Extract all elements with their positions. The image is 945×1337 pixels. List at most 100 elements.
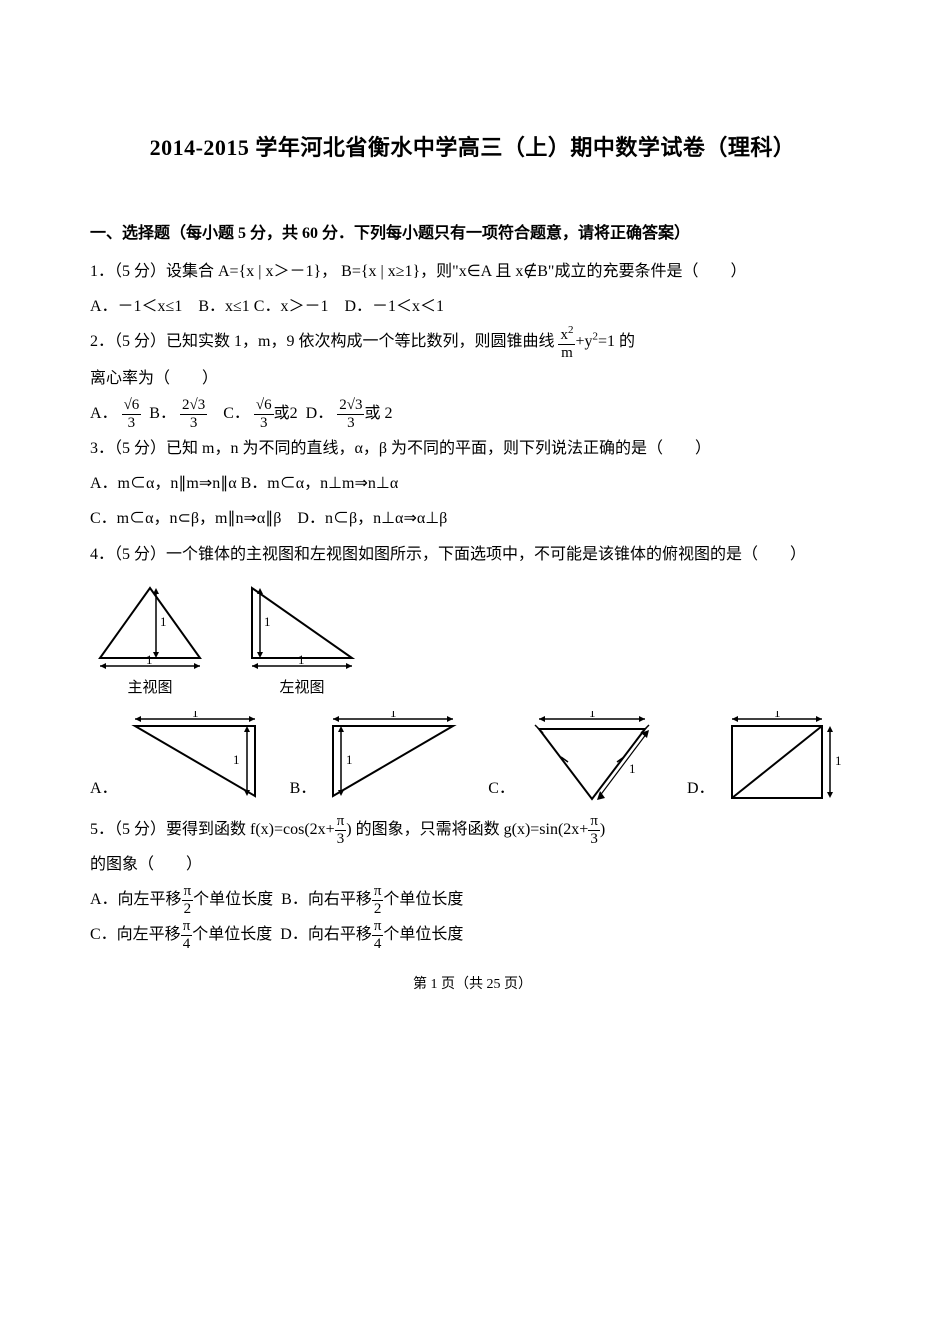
- question-4: 4．（5 分）一个锥体的主视图和左视图如图所示，下面选项中，不可能是该锥体的俯视…: [90, 537, 855, 806]
- q4-B-label: B．: [290, 771, 317, 806]
- q2-options: A． √6 3 B． 2√3 3 C． √6 3 或2 D． 2√3 3 或 2: [90, 396, 855, 431]
- page-title: 2014-2015 学年河北省衡水中学高三（上）期中数学试卷（理科）: [90, 130, 855, 162]
- frac-num: π: [588, 814, 600, 831]
- main-view: 1 1 主视图: [90, 578, 210, 705]
- q2-A: A．: [90, 405, 118, 422]
- question-3: 3．（5 分）已知 m，n 为不同的直线，α，β 为不同的平面，则下列说法正确的…: [90, 431, 855, 537]
- q5-stem: 5．（5 分）要得到函数 f(x)=cos(2x+π3) 的图象，只需将函数 g…: [90, 812, 855, 847]
- q5-stem-b: ) 的图象，只需将函数: [346, 821, 503, 838]
- frac-den: 2: [372, 901, 384, 917]
- left-view-svg: 1 1: [242, 578, 362, 670]
- q4-A-svg: 1 1: [120, 711, 270, 806]
- q5-stem-c: ): [600, 821, 605, 838]
- frac-pi-4a: π4: [181, 919, 193, 952]
- q5-f: f(x)=cos(2x+: [250, 821, 335, 838]
- question-5: 5．（5 分）要得到函数 f(x)=cos(2x+π3) 的图象，只需将函数 g…: [90, 812, 855, 953]
- q5-C-post: 个单位长度: [192, 926, 272, 943]
- frac-den: 4: [372, 936, 384, 952]
- frac-den: 3: [337, 415, 364, 431]
- svg-text:1: 1: [589, 711, 596, 720]
- q5-D-post: 个单位长度: [383, 926, 463, 943]
- q3-AB: A．m⊂α，n∥m⇒n∥α B．m⊂α，n⊥m⇒n⊥α: [90, 466, 855, 501]
- svg-text:1: 1: [160, 614, 167, 629]
- exam-page: 2014-2015 学年河北省衡水中学高三（上）期中数学试卷（理科） 一、选择题…: [0, 0, 945, 1337]
- svg-text:1: 1: [264, 614, 271, 629]
- q4-B-svg: 1 1: [318, 711, 468, 806]
- frac-num: √6: [122, 398, 142, 415]
- left-view-caption: 左视图: [242, 672, 362, 705]
- frac-den: 2: [182, 901, 194, 917]
- frac-num: π: [181, 919, 193, 936]
- frac-den: 3: [335, 831, 347, 847]
- q5-g: g(x)=sin(2x+: [504, 821, 589, 838]
- q4-D: D． 1 1: [687, 711, 847, 806]
- page-footer: 第 1 页（共 25 页）: [90, 973, 855, 993]
- q2-B: B．: [149, 405, 176, 422]
- q5-stem-a: 5．（5 分）要得到函数: [90, 821, 250, 838]
- q2-stem-b: +y: [575, 333, 592, 350]
- q2-stem: 2．（5 分）已知实数 1，m，9 依次构成一个等比数列，则圆锥曲线 x2 m …: [90, 324, 855, 360]
- q2-stem-c: =1 的: [598, 333, 635, 350]
- q4-C-svg: 1 1: [517, 711, 667, 806]
- frac-num: π: [335, 814, 347, 831]
- section-heading: 一、选择题（每小题 5 分，共 60 分．下列每小题只有一项符合题意，请将正确答…: [90, 218, 855, 250]
- svg-text:1: 1: [146, 652, 153, 667]
- frac-num: 2√3: [180, 398, 207, 415]
- q4-D-svg: 1 1: [717, 711, 847, 806]
- svg-text:1: 1: [629, 761, 636, 776]
- q5-C-pre: C．向左平移: [90, 926, 181, 943]
- q5-B-post: 个单位长度: [383, 891, 463, 908]
- frac-pi-3b: π3: [588, 814, 600, 847]
- q5-B-pre: B．向右平移: [281, 891, 372, 908]
- q5-A-pre: A．向左平移: [90, 891, 182, 908]
- q4-A-label: A．: [90, 771, 118, 806]
- q2-C: C．: [223, 405, 250, 422]
- q2-stem-a: 2．（5 分）已知实数 1，m，9 依次构成一个等比数列，则圆锥曲线: [90, 333, 558, 350]
- q2-D: D．: [306, 405, 334, 422]
- frac-x2-over-m: x2 m: [558, 325, 575, 361]
- frac-num: π: [372, 919, 384, 936]
- q2-line2: 离心率为（ ）: [90, 361, 855, 396]
- q4-stem: 4．（5 分）一个锥体的主视图和左视图如图所示，下面选项中，不可能是该锥体的俯视…: [90, 537, 855, 572]
- frac-2sqrt3-3: 2√3 3: [180, 398, 207, 431]
- left-view: 1 1 左视图: [242, 578, 362, 705]
- q1-stem: 1．（5 分）设集合 A={x | x＞－1}， B={x | x≥1}，则"x…: [90, 254, 855, 289]
- frac-num: π: [182, 884, 194, 901]
- frac-num: √6: [254, 398, 274, 415]
- question-2: 2．（5 分）已知实数 1，m，9 依次构成一个等比数列，则圆锥曲线 x2 m …: [90, 324, 855, 431]
- frac-num: x: [560, 327, 568, 343]
- main-view-caption: 主视图: [90, 672, 210, 705]
- q4-A: A． 1 1: [90, 711, 270, 806]
- frac-den: 3: [122, 415, 142, 431]
- svg-text:1: 1: [298, 652, 305, 667]
- frac-num: π: [372, 884, 384, 901]
- q5-line2: 的图象（ ）: [90, 847, 855, 882]
- frac-den: 3: [180, 415, 207, 431]
- q5-AB: A．向左平移π2个单位长度 B．向右平移π2个单位长度: [90, 882, 855, 917]
- q4-C: C． 1 1: [488, 711, 667, 806]
- q4-D-label: D．: [687, 771, 715, 806]
- q3-CD: C．m⊂α，n⊂β，m∥n⇒α∥β D．n⊂β，n⊥α⇒α⊥β: [90, 501, 855, 536]
- svg-text:1: 1: [835, 753, 842, 768]
- frac-sqrt6-3: √6 3: [122, 398, 142, 431]
- q4-options: A． 1 1 B． 1: [90, 711, 855, 806]
- frac-num: 2√3: [337, 398, 364, 415]
- frac-den: 4: [181, 936, 193, 952]
- q1-options: A．－1＜x≤1 B．x≤1 C．x＞－1 D．－1＜x＜1: [90, 289, 855, 324]
- frac-pi-4b: π4: [372, 919, 384, 952]
- question-1: 1．（5 分）设集合 A={x | x＞－1}， B={x | x≥1}，则"x…: [90, 254, 855, 324]
- frac-sqrt6-3b: √6 3: [254, 398, 274, 431]
- q2-D-tail: 或 2: [364, 405, 392, 422]
- svg-text:1: 1: [390, 711, 397, 720]
- frac-pi-3a: π3: [335, 814, 347, 847]
- q5-A-post: 个单位长度: [193, 891, 273, 908]
- q4-B: B． 1 1: [290, 711, 469, 806]
- frac-den: 3: [254, 415, 274, 431]
- frac-den: 3: [588, 831, 600, 847]
- svg-text:1: 1: [346, 752, 353, 767]
- frac-pi-2a: π2: [182, 884, 194, 917]
- q3-stem: 3．（5 分）已知 m，n 为不同的直线，α，β 为不同的平面，则下列说法正确的…: [90, 431, 855, 466]
- frac-2sqrt3-3b: 2√3 3: [337, 398, 364, 431]
- svg-text:1: 1: [192, 711, 199, 720]
- q4-views: 1 1 主视图 1 1 左视图: [90, 578, 855, 705]
